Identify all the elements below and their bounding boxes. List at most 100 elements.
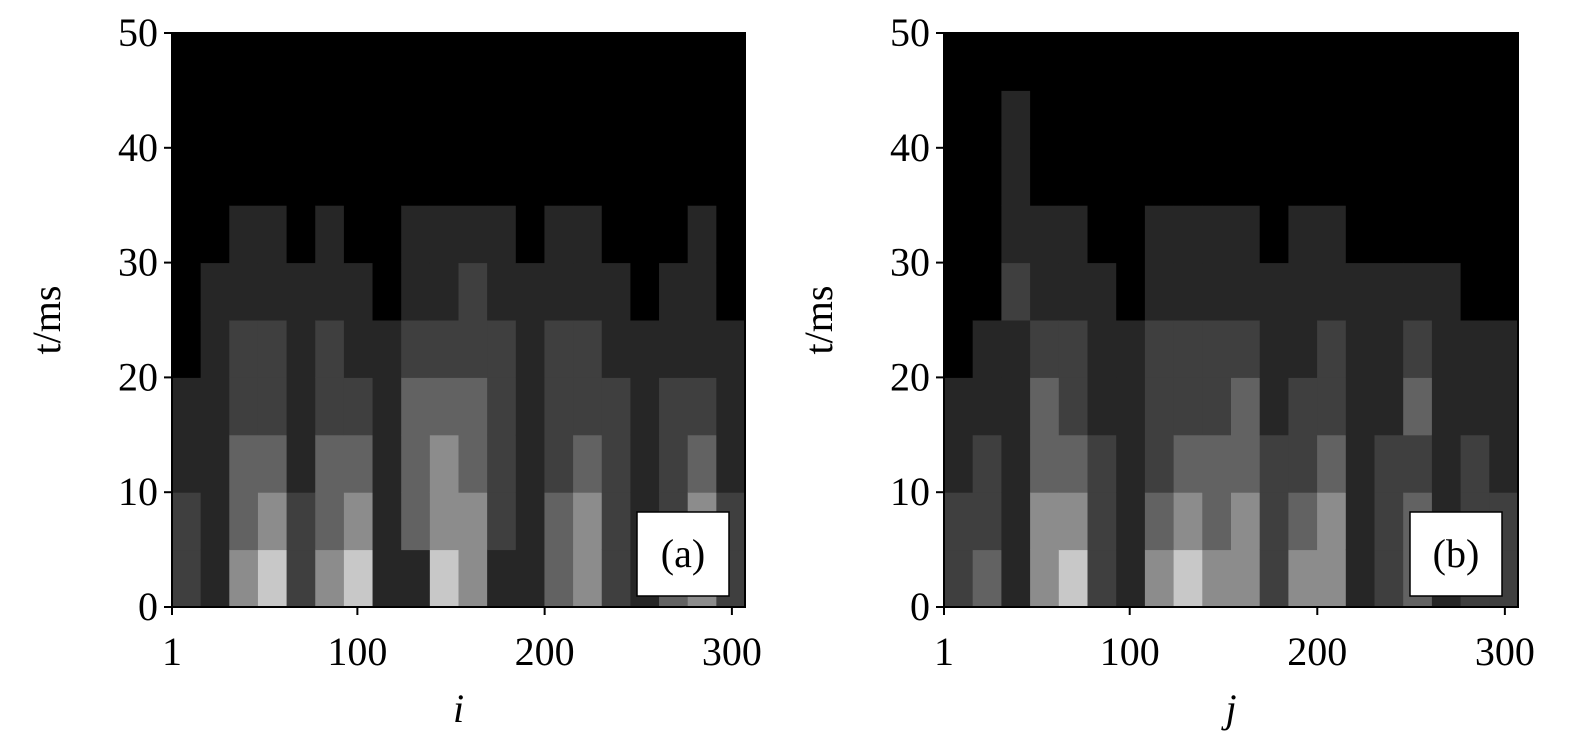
y-tick-label: 0 (910, 584, 930, 629)
heatmap-cell (401, 262, 431, 321)
heatmap-cell (200, 492, 230, 551)
heatmap-cell (1374, 262, 1404, 321)
heatmap-cell (944, 434, 974, 493)
heatmap-cell (343, 205, 374, 264)
heatmap-cell (429, 205, 459, 264)
heatmap-cell (1489, 33, 1519, 91)
heatmap-cell (573, 434, 603, 493)
heatmap-cell (573, 147, 603, 206)
heatmap-cell (401, 377, 431, 436)
heatmap-cell (1116, 492, 1146, 551)
heatmap-cell (1144, 90, 1175, 149)
annotation-box (1409, 511, 1503, 597)
heatmap-cell (630, 377, 660, 436)
heatmap-cell (716, 434, 746, 493)
heatmap-cell (601, 320, 631, 378)
heatmap-cell (1058, 434, 1088, 493)
x-tick-label: 100 (327, 629, 387, 674)
heatmap-cell (372, 320, 402, 378)
heatmap-cell (401, 33, 431, 91)
heatmap-cell (372, 205, 402, 264)
heatmap-cell (1001, 320, 1031, 378)
heatmap-cell (515, 492, 545, 551)
heatmap-cell (1144, 320, 1175, 378)
heatmap-cell (1202, 434, 1232, 493)
heatmap-cell (630, 90, 660, 149)
heatmap-cell (687, 434, 717, 493)
heatmap-cell (1345, 377, 1375, 436)
heatmap-cell (1087, 320, 1117, 378)
heatmap-cell (573, 492, 603, 551)
heatmap-cell (1288, 262, 1318, 321)
heatmap-cell (515, 434, 545, 493)
heatmap-cell (1374, 434, 1404, 493)
heatmap-cell (1345, 147, 1375, 206)
heatmap-cell (343, 147, 374, 206)
heatmap-cell (1058, 90, 1088, 149)
heatmap-cell (1231, 147, 1261, 206)
heatmap-cell (1116, 549, 1146, 608)
heatmap-cell (716, 147, 746, 206)
heatmap-cell (544, 147, 574, 206)
heatmap-cell (1087, 549, 1117, 608)
heatmap-cell (1144, 549, 1175, 608)
heatmap-cell (315, 205, 345, 264)
heatmap-cell (944, 262, 974, 321)
heatmap-cell (573, 320, 603, 378)
heatmap-cell (573, 33, 603, 91)
heatmap-cell (1259, 147, 1289, 206)
heatmap-cell (172, 205, 202, 264)
heatmap-cell (1460, 33, 1490, 91)
heatmap-cell (687, 205, 717, 264)
heatmap-cell (1030, 33, 1060, 91)
heatmap-cell (687, 33, 717, 91)
heatmap (172, 33, 746, 608)
heatmap-cell (1173, 205, 1203, 264)
heatmap-cell (458, 492, 488, 551)
heatmap-cell (544, 205, 574, 264)
heatmap-cell (630, 147, 660, 206)
heatmap-cell (1058, 377, 1088, 436)
heatmap-cell (687, 147, 717, 206)
heatmap-cell (1374, 33, 1404, 91)
heatmap-cell (1259, 33, 1289, 91)
heatmap-cell (1288, 33, 1318, 91)
heatmap-cell (1087, 90, 1117, 149)
heatmap-cell (944, 205, 974, 264)
heatmap-cell (257, 262, 288, 321)
heatmap-cell (257, 320, 288, 378)
heatmap-cell (1087, 147, 1117, 206)
heatmap-cell (257, 377, 288, 436)
heatmap-cell (1374, 377, 1404, 436)
heatmap-cell (343, 549, 374, 608)
heatmap-cell (716, 90, 746, 149)
heatmap-cell (573, 549, 603, 608)
heatmap-cell (343, 320, 374, 378)
heatmap-cell (544, 549, 574, 608)
heatmap-cell (286, 205, 316, 264)
heatmap-cell (1144, 262, 1175, 321)
heatmap-cell (1231, 549, 1261, 608)
heatmap-cell (343, 434, 374, 493)
heatmap-cell (1030, 320, 1060, 378)
heatmap-cell (1144, 492, 1175, 551)
heatmap-cell (1374, 205, 1404, 264)
heatmap-cell (1259, 549, 1289, 608)
heatmap-cell (1030, 492, 1060, 551)
heatmap-cell (659, 205, 689, 264)
heatmap-cell (172, 492, 202, 551)
heatmap-cell (1202, 549, 1232, 608)
heatmap-cell (1489, 377, 1519, 436)
heatmap-cell (1231, 262, 1261, 321)
heatmap-cell (1087, 434, 1117, 493)
heatmap-cell (1374, 492, 1404, 551)
heatmap-cell (1317, 434, 1347, 493)
heatmap-cell (1030, 377, 1060, 436)
heatmap-cell (429, 492, 459, 551)
heatmap-cell (1259, 320, 1289, 378)
heatmap-cell (401, 434, 431, 493)
heatmap-cell (1202, 147, 1232, 206)
heatmap-cell (200, 147, 230, 206)
heatmap-cell (343, 90, 374, 149)
heatmap-cell (401, 205, 431, 264)
